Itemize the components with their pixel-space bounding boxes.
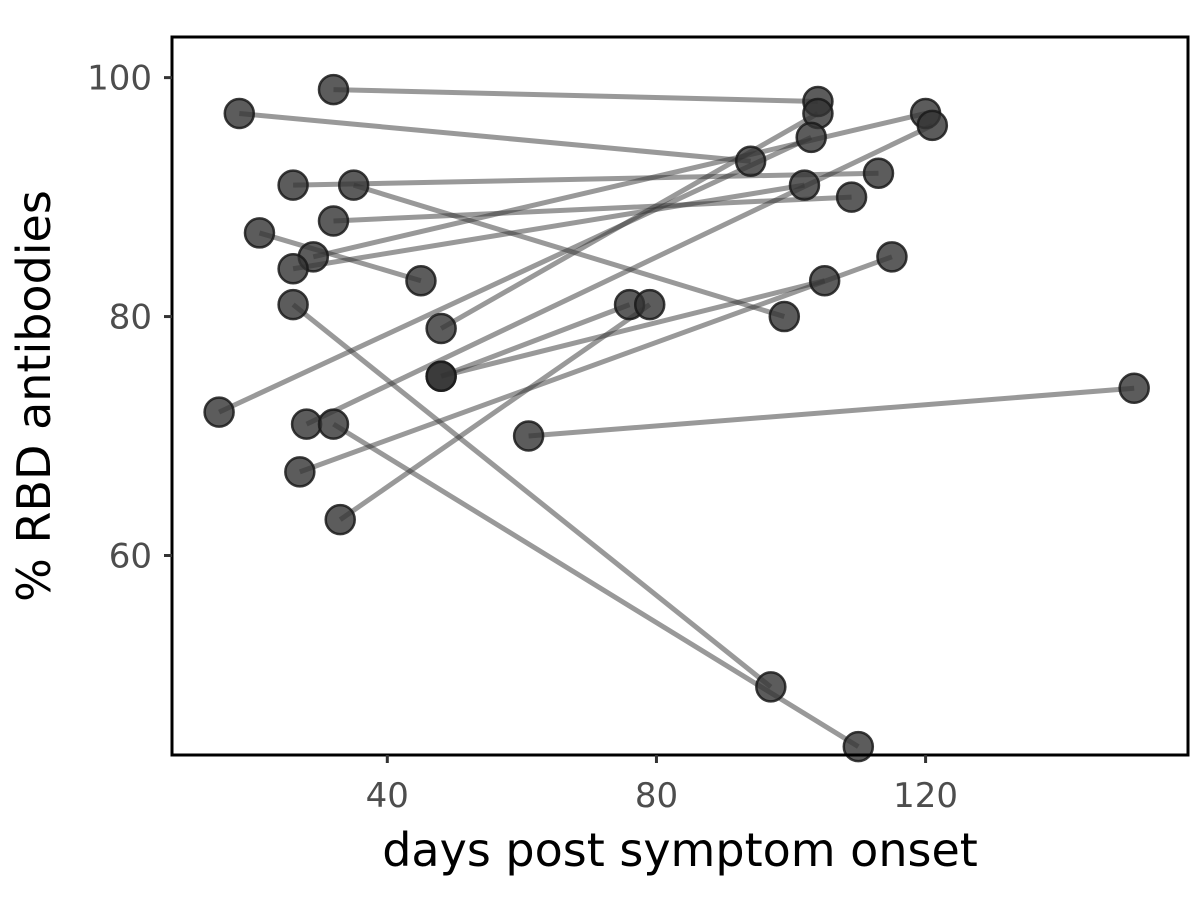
data-point — [317, 73, 350, 106]
data-point — [835, 181, 868, 213]
pair-line-8 — [292, 182, 805, 272]
data-points — [203, 73, 1150, 763]
data-point — [512, 420, 545, 452]
data-point — [284, 456, 316, 488]
data-point — [788, 169, 821, 201]
data-point — [1118, 372, 1150, 404]
data-point — [223, 97, 256, 130]
y-tick-label: 80 — [109, 298, 152, 338]
data-point — [768, 300, 801, 333]
pair-line-9 — [291, 302, 773, 689]
data-point — [317, 408, 350, 440]
pair-line-3 — [293, 170, 879, 188]
data-point — [277, 169, 309, 201]
pair-line-15 — [298, 254, 893, 475]
x-tick-label: 80 — [635, 776, 678, 816]
data-point — [795, 121, 827, 154]
y-tick-label: 100 — [87, 59, 152, 99]
pair-line-16 — [338, 302, 652, 522]
data-point — [916, 109, 949, 142]
pair-line-2 — [239, 110, 751, 164]
data-point — [862, 157, 895, 189]
data-point — [290, 408, 323, 440]
data-point — [243, 217, 276, 249]
data-point — [337, 169, 370, 201]
y-axis-title: % RBD antibodies — [7, 190, 61, 602]
pair-line-6 — [258, 230, 422, 284]
x-axis-ticks: 40 80 120 — [366, 755, 958, 816]
data-point — [734, 145, 767, 177]
pair-line-12 — [218, 135, 813, 415]
data-point — [277, 253, 309, 285]
data-point — [425, 360, 457, 393]
pair-line-5 — [333, 194, 852, 224]
data-point — [633, 288, 666, 321]
x-tick-label: 120 — [893, 776, 958, 816]
pair-line-18 — [440, 278, 826, 379]
data-point — [317, 205, 350, 237]
data-point — [405, 264, 437, 297]
data-point — [755, 671, 787, 703]
pair-line-13 — [305, 123, 934, 427]
data-point — [842, 730, 875, 763]
data-point — [425, 312, 457, 345]
data-point — [277, 288, 309, 321]
data-point — [808, 264, 841, 297]
x-tick-label: 40 — [366, 776, 409, 816]
y-axis-ticks: 60 80 100 — [87, 59, 172, 576]
pair-line-17 — [528, 385, 1135, 439]
data-point — [876, 241, 908, 273]
y-tick-label: 60 — [109, 536, 152, 576]
x-axis-title: days post symptom onset — [382, 823, 978, 877]
pair-line-11 — [440, 302, 631, 379]
data-point — [203, 396, 235, 428]
pair-line-1 — [333, 87, 818, 105]
data-point — [324, 503, 356, 536]
plot-panel-border — [170, 35, 1190, 757]
